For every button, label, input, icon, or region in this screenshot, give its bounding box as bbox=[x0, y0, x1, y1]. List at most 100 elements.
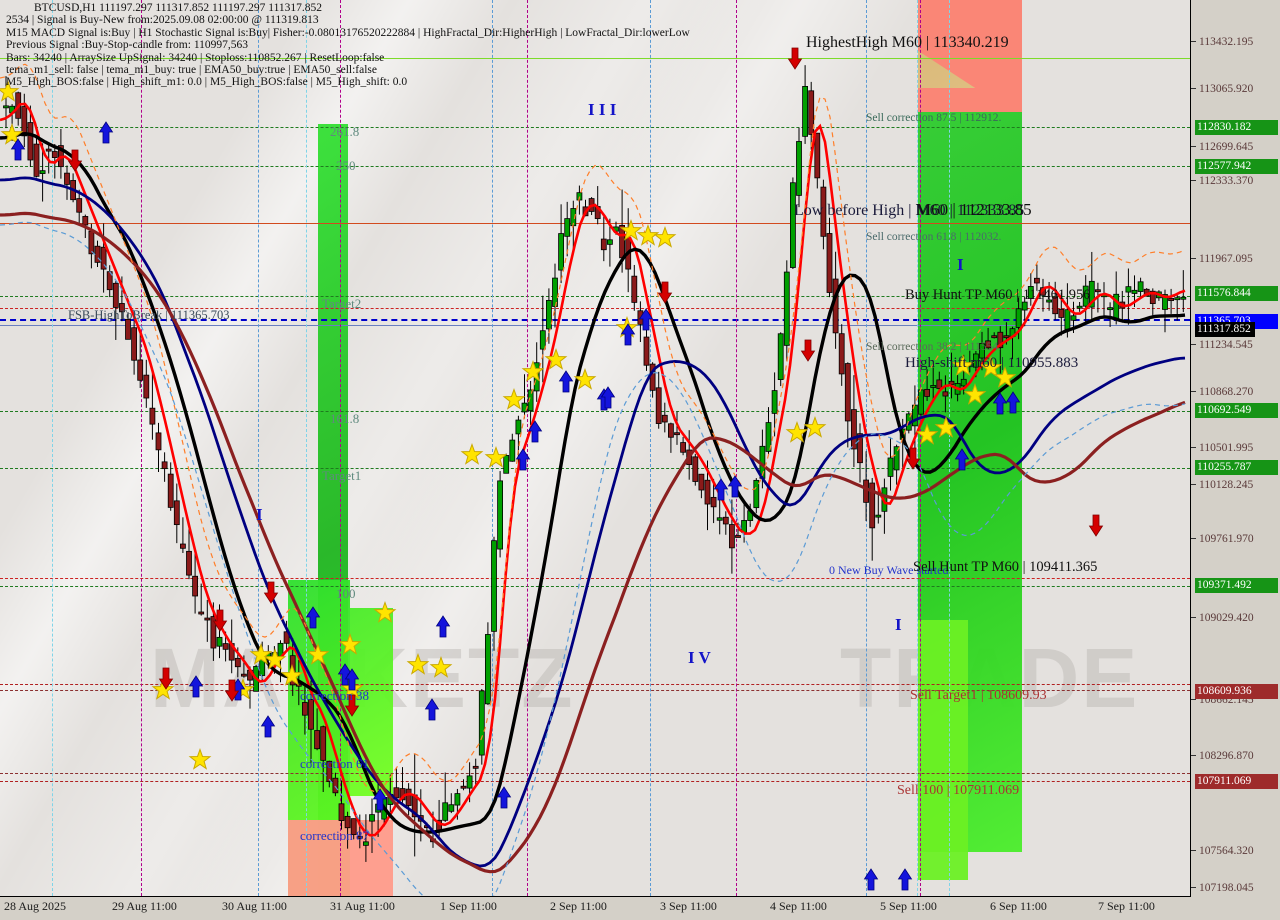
star-marker-icon bbox=[484, 446, 508, 468]
star-marker-icon bbox=[963, 383, 987, 405]
gridline-green-110692 bbox=[0, 411, 1190, 412]
arrow-up-icon bbox=[620, 323, 636, 346]
wave-marker-iv: I V bbox=[688, 648, 711, 667]
arrow-down-icon bbox=[212, 609, 228, 632]
star-marker-icon bbox=[338, 633, 362, 655]
star-marker-icon bbox=[619, 219, 643, 241]
price-axis[interactable]: 113432.195 113065.920 112699.645 112333.370… bbox=[1191, 0, 1280, 896]
fib-label-261-8: 261.8 bbox=[330, 124, 360, 139]
arrow-down-icon bbox=[224, 679, 240, 702]
arrow-up-icon bbox=[600, 386, 616, 409]
arrow-down-icon bbox=[657, 281, 673, 304]
price-chart-plot[interactable]: MARKETZ TRADE bbox=[0, 0, 1191, 897]
zone-red-top-sep6 bbox=[918, 0, 1022, 112]
arrow-down-icon bbox=[67, 149, 83, 172]
wave-marker-i-a: I bbox=[957, 255, 964, 274]
price-tick: 112699.645 bbox=[1191, 140, 1280, 154]
price-tick: 110128.245 bbox=[1191, 478, 1280, 492]
arrow-down-icon bbox=[263, 581, 279, 604]
arrow-up-icon bbox=[863, 868, 879, 891]
arrow-up-icon bbox=[954, 448, 970, 471]
star-marker-icon bbox=[573, 368, 597, 390]
price-tick: 111234.545 bbox=[1191, 338, 1280, 352]
wave-marker-i-c: I bbox=[895, 615, 902, 634]
vline-cyan-3 bbox=[52, 0, 53, 896]
symbol-line: BTCUSD,H1 111197.297 111317.852 111197.2… bbox=[34, 2, 323, 14]
arrow-up-icon bbox=[260, 715, 276, 738]
arrow-down-icon bbox=[800, 339, 816, 362]
gridline-blue-solid bbox=[0, 325, 1190, 326]
vline-blue-5 bbox=[949, 0, 950, 896]
wave-marker-i-b: I bbox=[256, 505, 263, 524]
arrow-up-icon bbox=[188, 675, 204, 698]
time-tick-label: 28 Aug 2025 bbox=[4, 899, 67, 913]
price-tick: 107198.045 bbox=[1191, 881, 1280, 895]
price-tag-black: 111317.852 bbox=[1195, 322, 1255, 337]
arrow-down-icon bbox=[1088, 514, 1104, 537]
price-tick: 107564.320 bbox=[1191, 844, 1280, 858]
info-line-1: 2534 | Signal is Buy-New from:2025.09.08… bbox=[6, 14, 319, 27]
annotation-low-before-high: Low before High | M60 | 112333.85 bbox=[794, 202, 1025, 219]
price-tick: 108296.870 bbox=[1191, 749, 1280, 763]
arrow-up-icon bbox=[897, 868, 913, 891]
star-marker-icon bbox=[306, 643, 330, 665]
gridline-green-112577 bbox=[0, 166, 1190, 167]
star-marker-icon bbox=[521, 360, 545, 382]
vline-magenta-4 bbox=[736, 0, 737, 896]
price-tag-red: 107911.069 bbox=[1195, 774, 1278, 789]
vline-blue-4 bbox=[866, 0, 867, 896]
arrow-down-icon bbox=[787, 47, 803, 70]
fib-label-target1: Target1 bbox=[322, 468, 362, 483]
gridline-maroon-mid bbox=[0, 690, 1190, 691]
wave-marker-iii: I I I bbox=[588, 100, 617, 119]
info-line-2: M15 MACD Signal is:Buy | H1 Stochastic S… bbox=[6, 26, 690, 39]
zone-lightgreen-sep7 bbox=[918, 620, 968, 880]
star-marker-icon bbox=[979, 356, 1003, 378]
vline-blue-3 bbox=[650, 0, 651, 896]
annotation-highest-high: HighestHigh M60 | 113340.219 bbox=[806, 34, 1009, 51]
gridline-orange-lowhigh bbox=[0, 223, 1190, 224]
arrow-up-icon bbox=[372, 788, 388, 811]
annotation-sell-correction-618: Sell correction 61.8 | 112032. bbox=[866, 231, 1002, 243]
price-tick: 113065.920 bbox=[1191, 82, 1280, 96]
star-marker-icon bbox=[993, 366, 1017, 388]
arrow-up-icon bbox=[10, 138, 26, 161]
star-marker-icon bbox=[934, 416, 958, 438]
time-tick-label: 6 Sep 11:00 bbox=[990, 899, 1047, 913]
arrow-down-icon bbox=[344, 694, 360, 717]
price-tag-green: 110692.549 bbox=[1195, 403, 1278, 418]
star-marker-icon bbox=[429, 656, 453, 678]
star-marker-icon bbox=[0, 123, 24, 145]
annotation-high-m60: M60 | 112133.85 bbox=[916, 200, 1032, 219]
fib-label-correction-87: correction 87 bbox=[300, 828, 369, 843]
time-tick-label: 5 Sep 11:00 bbox=[880, 899, 937, 913]
star-marker-icon bbox=[544, 348, 568, 370]
price-tick: 113432.195 bbox=[1191, 35, 1280, 49]
star-marker-icon bbox=[636, 224, 660, 246]
time-tick-label: 1 Sep 11:00 bbox=[440, 899, 497, 913]
info-line-6: M5_High_BOS:false | High_shift_m1: 0.0 |… bbox=[6, 76, 408, 89]
star-marker-icon bbox=[406, 653, 430, 675]
gridline-red-108609 bbox=[0, 684, 1190, 685]
star-marker-icon bbox=[188, 748, 212, 770]
gridline-green-111576 bbox=[0, 296, 1190, 297]
star-marker-icon bbox=[653, 226, 677, 248]
annotation-sell-correction-382: Sell correction 38.2 | 111554. bbox=[866, 341, 1001, 353]
arrow-down-icon bbox=[905, 447, 921, 470]
annotation-high-shift: High-shift m60 | 110955.883 bbox=[905, 355, 1079, 371]
arrow-up-icon bbox=[527, 420, 543, 443]
fib-label-correction-38: correction 38 bbox=[300, 688, 369, 703]
chart-series-layer bbox=[0, 47, 1187, 896]
annotation-sell-100: Sell 100 | 107911.069 bbox=[897, 783, 1020, 798]
time-axis[interactable]: 28 Aug 2025 29 Aug 11:00 30 Aug 11:00 31 Au… bbox=[0, 897, 1190, 920]
vline-blue-2 bbox=[492, 0, 493, 896]
star-marker-icon bbox=[803, 416, 827, 438]
info-line-5: tema_m1_sell: false | tema_m1_buy: true … bbox=[6, 64, 377, 77]
price-tag-green: 112830.182 bbox=[1195, 120, 1278, 135]
vline-blue-1 bbox=[258, 0, 259, 896]
time-tick-label: 31 Aug 11:00 bbox=[330, 899, 395, 913]
fib-label-correction-61: correction 61 bbox=[300, 756, 369, 771]
annotation-sell-correction-875: Sell correction 87.5 | 112912. bbox=[866, 112, 1002, 124]
time-tick-label: 30 Aug 11:00 bbox=[222, 899, 287, 913]
time-tick-label: 7 Sep 11:00 bbox=[1098, 899, 1155, 913]
